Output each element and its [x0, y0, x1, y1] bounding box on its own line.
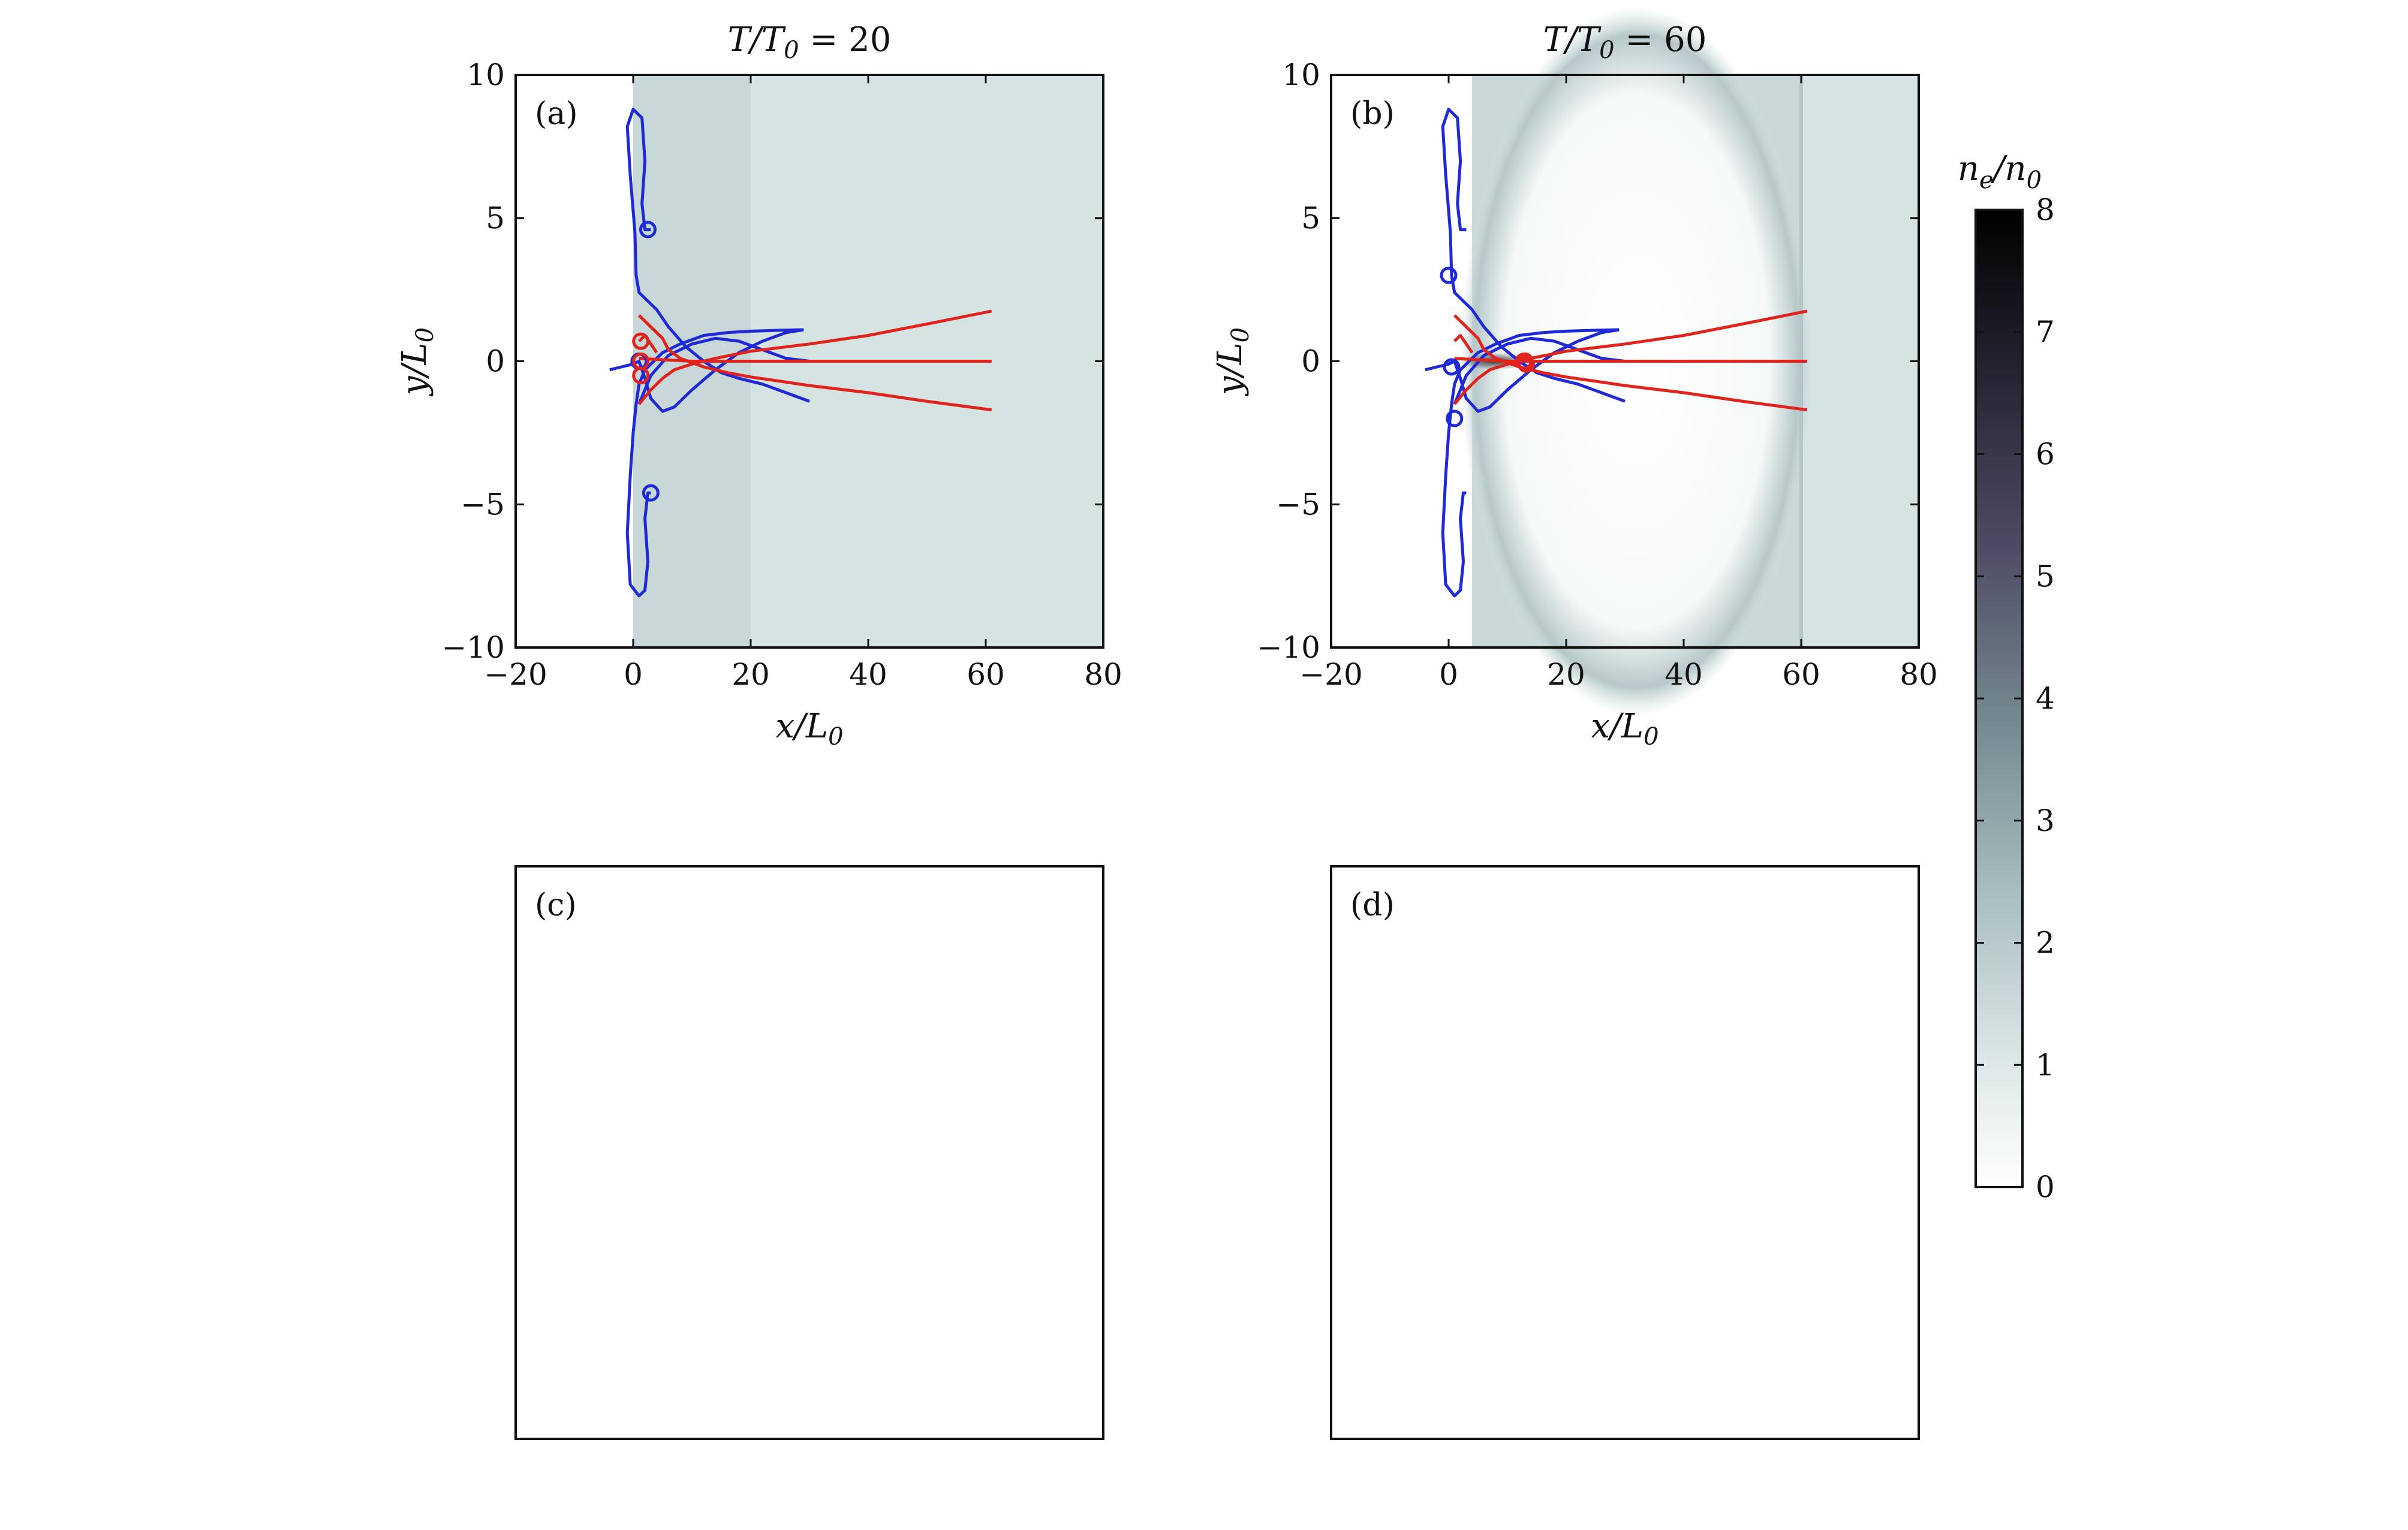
blue-marker — [1443, 358, 1461, 376]
y-tick-label: 0 — [486, 344, 505, 379]
red-trajectory — [638, 314, 992, 412]
axes: −20 0 20 40 60 80 10 5 0 −5 −10 T/T0 = 20 x/L0 y/L0 — [395, 20, 1122, 751]
plot-frame — [1330, 865, 1920, 1440]
x-tick-label: −20 — [484, 657, 547, 692]
colorbar-tick-label: 8 — [2036, 192, 2055, 227]
red-marker — [1515, 353, 1533, 370]
colorbar-tick-label: 1 — [2036, 1047, 2055, 1082]
y-tick-label: −5 — [460, 487, 505, 522]
y-tick-label: −5 — [1276, 487, 1320, 522]
blue-trajectory — [1441, 107, 1626, 403]
blue-marker — [639, 221, 657, 239]
colorbar-tick-label: 0 — [2036, 1170, 2055, 1204]
x-tick-label: 20 — [732, 657, 770, 692]
colorbar-tick-label: 2 — [2036, 926, 2055, 960]
y-tick-label: −10 — [1257, 630, 1320, 665]
x-tick-label: 60 — [967, 657, 1005, 692]
x-tick-label: 40 — [1664, 657, 1703, 692]
colorbar-tick-label: 4 — [2036, 681, 2055, 716]
x-tick-label: 80 — [1900, 657, 1938, 692]
red-trajectory — [1454, 357, 1807, 363]
x-tick-label: 40 — [849, 657, 887, 692]
y-tick-label: −10 — [441, 630, 505, 665]
x-axis-label: x/L0 — [1591, 707, 1658, 751]
colorbar-ticks: 0 1 2 3 4 5 6 7 8 — [1976, 192, 2055, 1204]
panel-a: −20 0 20 40 60 80 10 5 0 −5 −10 T/T0 = 20 x/L0 y/L0 (… — [395, 20, 1122, 751]
colorbar: ne/n0 0 1 2 3 4 5 6 7 8 — [1958, 149, 2055, 1204]
panel-label: (d) — [1350, 887, 1395, 923]
y-tick-label: 0 — [1301, 344, 1320, 379]
colorbar-tick-label: 3 — [2036, 803, 2055, 838]
panel-b: −20 0 20 40 60 80 10 5 0 −5 −10 T/T0 = 60 x/L0 y/L0 (… — [1211, 6, 1938, 751]
markers — [630, 221, 660, 502]
colorbar-tick-label: 7 — [2036, 315, 2055, 350]
x-tick-label: 20 — [1547, 657, 1585, 692]
blue-trajectory — [637, 336, 810, 405]
axes: −20 0 20 40 60 80 10 5 0 −5 −10 T/T0 = 60 x/L0 y/L0 — [1211, 20, 1938, 751]
y-tick-label: 5 — [486, 201, 505, 236]
colorbar-tick-label: 6 — [2036, 437, 2055, 472]
markers — [1440, 266, 1535, 427]
x-tick-label: 0 — [1439, 657, 1458, 692]
blue-trajectory — [1425, 328, 1620, 413]
x-axis-label: x/L0 — [775, 707, 843, 751]
colorbar-tick-label: 5 — [2036, 559, 2055, 594]
x-tick-label: 60 — [1782, 657, 1820, 692]
colorbar-label: ne/n0 — [1958, 149, 2042, 194]
blue-marker — [642, 484, 660, 502]
red-marker — [632, 366, 650, 384]
red-marker — [632, 332, 650, 350]
red-marker — [1517, 355, 1535, 373]
blue-trajectory — [1453, 336, 1626, 405]
blue-trajectory — [625, 107, 810, 403]
x-tick-label: 80 — [1084, 657, 1122, 692]
y-tick-label: 10 — [1282, 58, 1320, 92]
panel-label: (c) — [535, 887, 577, 923]
panel-label: (b) — [1350, 96, 1395, 132]
plot-frame — [514, 865, 1104, 1440]
panel-title: T/T0 = 20 — [728, 20, 892, 64]
y-tick-label: 5 — [1301, 201, 1320, 236]
x-tick-label: 0 — [624, 657, 643, 692]
blue-marker — [1446, 409, 1464, 427]
panel-label: (a) — [535, 96, 578, 132]
y-axis-label: y/L0 — [395, 327, 439, 397]
blue-trajectory — [1441, 328, 1620, 598]
red-trajectory — [639, 357, 992, 363]
red-trajectory — [1453, 314, 1808, 412]
y-axis-label: y/L0 — [1211, 327, 1254, 397]
red-trajectory — [1453, 334, 1474, 354]
blue-marker — [1440, 266, 1458, 284]
red-trajectory — [637, 309, 992, 405]
x-tick-label: −20 — [1299, 657, 1363, 692]
panel-c: (c) — [514, 865, 1104, 1440]
blue-trajectory — [625, 328, 804, 598]
y-tick-label: 10 — [466, 58, 505, 92]
panel-d: (d) — [1330, 865, 1920, 1440]
panel-title: T/T0 = 60 — [1543, 20, 1707, 64]
